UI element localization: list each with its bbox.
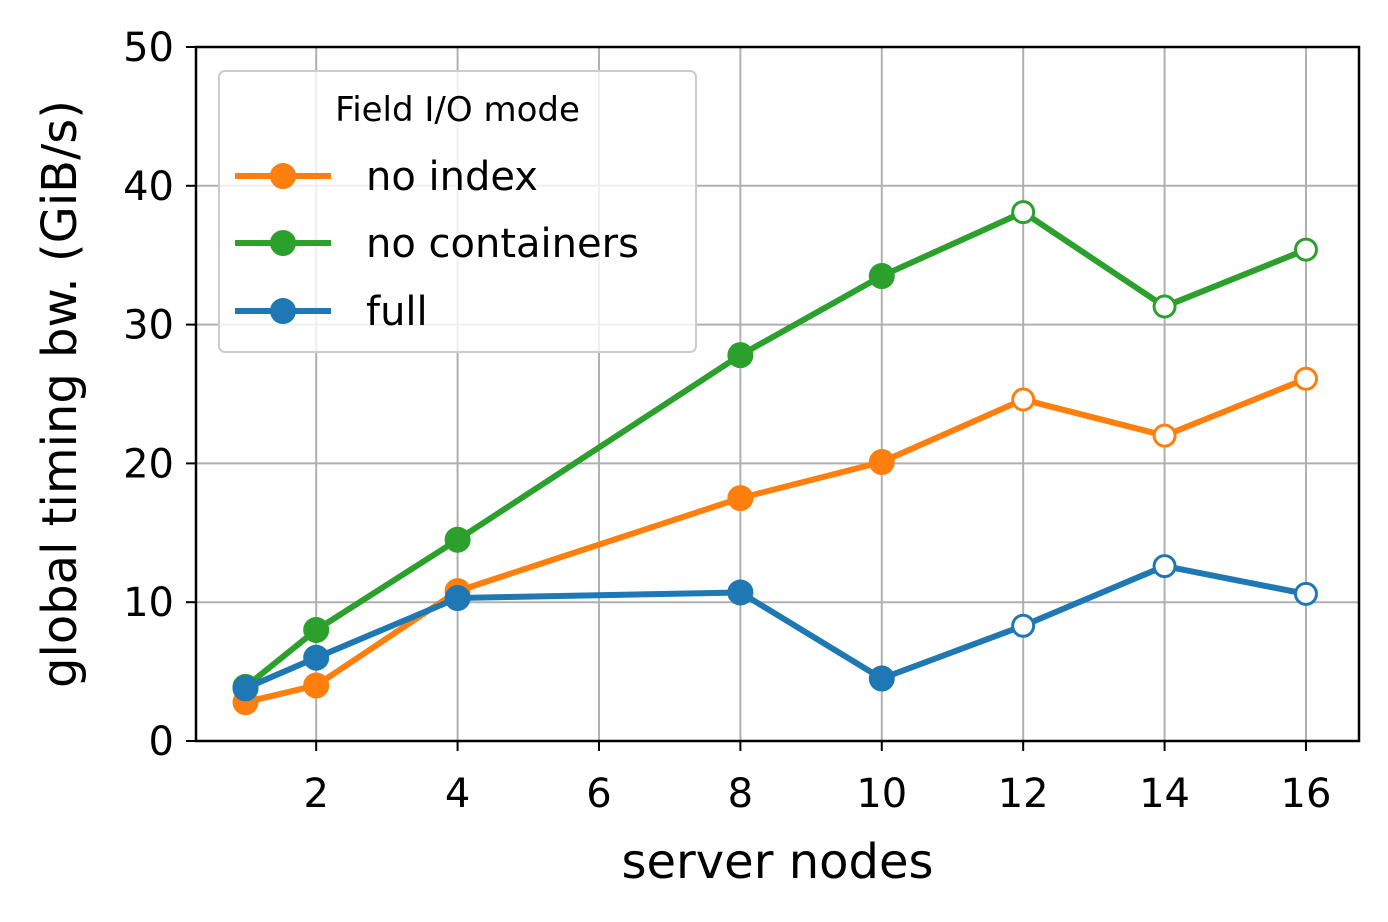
series-line	[242, 209, 1309, 690]
plot-frame	[194, 45, 1361, 743]
data-point	[444, 526, 471, 553]
y-tick-label: 30	[123, 303, 174, 349]
legend-entry: no index	[235, 154, 538, 200]
data-point	[303, 644, 330, 671]
data-point	[444, 585, 471, 612]
series-line	[242, 375, 1309, 706]
legend-swatch-marker	[270, 230, 296, 256]
series-full	[232, 554, 1318, 702]
legend-entry: no containers	[235, 221, 639, 267]
data-point	[232, 675, 259, 702]
legend-label: full	[366, 289, 428, 335]
data-point	[727, 342, 754, 369]
x-axis-title: server nodes	[622, 834, 934, 890]
data-point	[727, 579, 754, 606]
y-tick-label: 40	[123, 164, 174, 210]
data-point	[1152, 554, 1177, 579]
data-point	[303, 616, 330, 643]
legend-title: Field I/O mode	[335, 90, 580, 130]
legend-label: no containers	[366, 221, 639, 267]
data-point	[727, 485, 754, 512]
axis-ticks: 2 4 6 8 10 12 14 16 0 10 20 30 40 50	[123, 25, 1331, 817]
x-tick-label: 16	[1281, 771, 1332, 817]
x-tick-label: 2	[303, 771, 328, 817]
y-tick-label: 0	[149, 719, 174, 765]
data-point	[303, 672, 330, 699]
y-tick-label: 50	[123, 25, 174, 71]
data-point	[1152, 423, 1177, 448]
legend-entries: no index no containers full	[235, 154, 639, 335]
legend-entry: full	[235, 289, 428, 335]
y-axis-title: global timing bw. (GiB/s)	[32, 100, 88, 688]
legend-swatch-marker	[270, 163, 296, 189]
data-point	[1011, 200, 1036, 225]
series-no-index	[232, 366, 1318, 716]
legend-box	[218, 70, 697, 353]
data-point	[1011, 387, 1036, 412]
x-tick-label: 4	[445, 771, 470, 817]
data-point	[1293, 237, 1318, 262]
data-point	[1011, 613, 1036, 638]
y-tick-label: 10	[123, 580, 174, 626]
data-point	[1293, 581, 1318, 606]
data-point	[868, 263, 895, 290]
y-tick-label: 20	[123, 441, 174, 487]
x-tick-label: 12	[998, 771, 1049, 817]
x-tick-label: 10	[856, 771, 907, 817]
legend: Field I/O mode no index no containers full	[218, 70, 697, 353]
x-tick-label: 6	[586, 771, 611, 817]
data-point	[868, 665, 895, 692]
x-tick-label: 14	[1139, 771, 1190, 817]
legend-label: no index	[366, 154, 538, 200]
series-line	[242, 563, 1309, 692]
data-point	[868, 449, 895, 476]
data-point	[1293, 366, 1318, 391]
x-tick-label: 8	[728, 771, 753, 817]
legend-swatch-marker	[270, 298, 296, 324]
plot-series	[232, 200, 1318, 716]
data-point	[1152, 294, 1177, 319]
